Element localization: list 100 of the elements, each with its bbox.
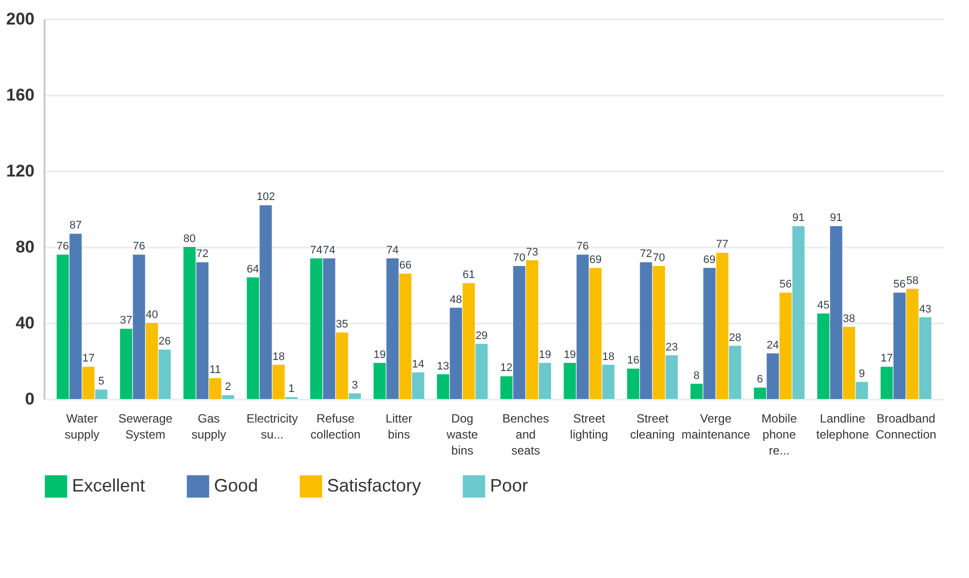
- data-label: 29: [475, 330, 488, 342]
- bar: [716, 252, 728, 399]
- bar: [728, 346, 742, 399]
- data-label: 16: [627, 354, 640, 367]
- data-label: 19: [564, 348, 576, 361]
- bar: [246, 277, 260, 399]
- data-label: 56: [893, 278, 906, 291]
- bar: [856, 382, 868, 399]
- data-label: 70: [652, 252, 665, 264]
- bar: [652, 266, 665, 399]
- data-label: 9: [858, 368, 865, 380]
- data-label: 6: [756, 374, 764, 386]
- bar: [222, 395, 234, 399]
- data-label: 28: [728, 332, 742, 344]
- x-tick-label: Gas supply: [191, 412, 226, 442]
- data-label: 26: [158, 336, 171, 348]
- data-label: 64: [246, 263, 260, 276]
- x-tick-label: Mobile phone re...: [762, 412, 798, 458]
- bar: [538, 362, 552, 399]
- bar: [666, 355, 678, 399]
- data-label: 74: [386, 244, 399, 256]
- data-label: 48: [450, 294, 462, 306]
- bar: [209, 378, 222, 399]
- bar: [196, 262, 208, 399]
- data-label: 17: [880, 352, 893, 365]
- bar: [703, 268, 716, 399]
- data-label: 43: [919, 303, 932, 316]
- y-tick-label: 160: [6, 86, 34, 104]
- data-label: 1: [288, 383, 294, 396]
- y-tick-label: 80: [16, 238, 34, 256]
- data-label: 76: [132, 240, 146, 253]
- bar: [399, 274, 412, 399]
- y-tick-label: 200: [6, 10, 34, 28]
- data-label: 19: [374, 348, 386, 361]
- bar: [323, 258, 336, 399]
- x-tick-label: Landline telephone: [816, 412, 870, 442]
- data-label: 74: [323, 244, 336, 256]
- bar: [70, 234, 82, 399]
- bar: [602, 364, 614, 399]
- data-label: 19: [538, 348, 552, 361]
- bar: [627, 368, 640, 399]
- bar: [906, 288, 918, 399]
- data-label: 37: [120, 314, 132, 327]
- data-label: 69: [703, 254, 716, 266]
- bar: [842, 326, 856, 399]
- legend-label: Good: [214, 475, 258, 496]
- x-tick-label: Sewerage System: [118, 412, 173, 442]
- bar: [374, 362, 386, 399]
- bar: [830, 226, 842, 399]
- bar: [589, 268, 602, 399]
- x-tick-label: Benches and seats: [502, 412, 550, 458]
- bar: [95, 390, 108, 399]
- bar: [526, 260, 538, 399]
- bar: [146, 323, 158, 399]
- data-label: 91: [830, 212, 842, 224]
- data-label: 24: [766, 339, 779, 352]
- data-label: 38: [842, 312, 856, 325]
- data-label: 76: [56, 240, 69, 253]
- data-label: 80: [183, 233, 196, 245]
- data-label: 73: [526, 246, 538, 258]
- bar: [183, 247, 196, 399]
- bar: [462, 283, 475, 399]
- data-label: 18: [602, 350, 614, 363]
- data-label: 69: [589, 254, 602, 266]
- x-tick-label: Water supply: [64, 412, 100, 442]
- data-label: 2: [224, 381, 232, 394]
- bar: [919, 317, 932, 399]
- bar: [893, 292, 906, 399]
- bar: [766, 353, 779, 399]
- data-label: 17: [82, 352, 95, 365]
- y-tick-label: 40: [16, 314, 34, 332]
- data-label: 76: [576, 240, 589, 253]
- bar: [56, 254, 69, 399]
- x-tick-label: Verge maintenance: [681, 412, 751, 442]
- bar: [640, 262, 652, 399]
- bar: [475, 344, 488, 399]
- data-label: 66: [399, 260, 412, 272]
- bar: [576, 254, 589, 399]
- x-tick-label: Litter bins: [386, 412, 412, 442]
- data-label: 102: [256, 191, 275, 204]
- data-label: 58: [906, 274, 919, 287]
- data-label: 77: [716, 238, 728, 251]
- data-label: 11: [209, 364, 221, 376]
- bar: [880, 366, 893, 399]
- data-label: 12: [500, 362, 513, 374]
- data-label: 5: [98, 376, 104, 388]
- data-label: 40: [146, 309, 158, 321]
- data-label: 61: [462, 269, 475, 282]
- bar: [158, 350, 171, 399]
- bar: [336, 332, 348, 399]
- data-label: 72: [196, 248, 208, 260]
- bar: [272, 364, 285, 399]
- bar: [780, 292, 792, 399]
- data-label: 91: [792, 212, 805, 224]
- legend-label: Excellent: [72, 475, 146, 496]
- x-tick-label: Broadband Connection: [876, 412, 936, 442]
- data-label: 56: [780, 278, 792, 291]
- bar: [450, 308, 462, 399]
- data-label: 72: [640, 248, 652, 260]
- bar: [792, 226, 805, 399]
